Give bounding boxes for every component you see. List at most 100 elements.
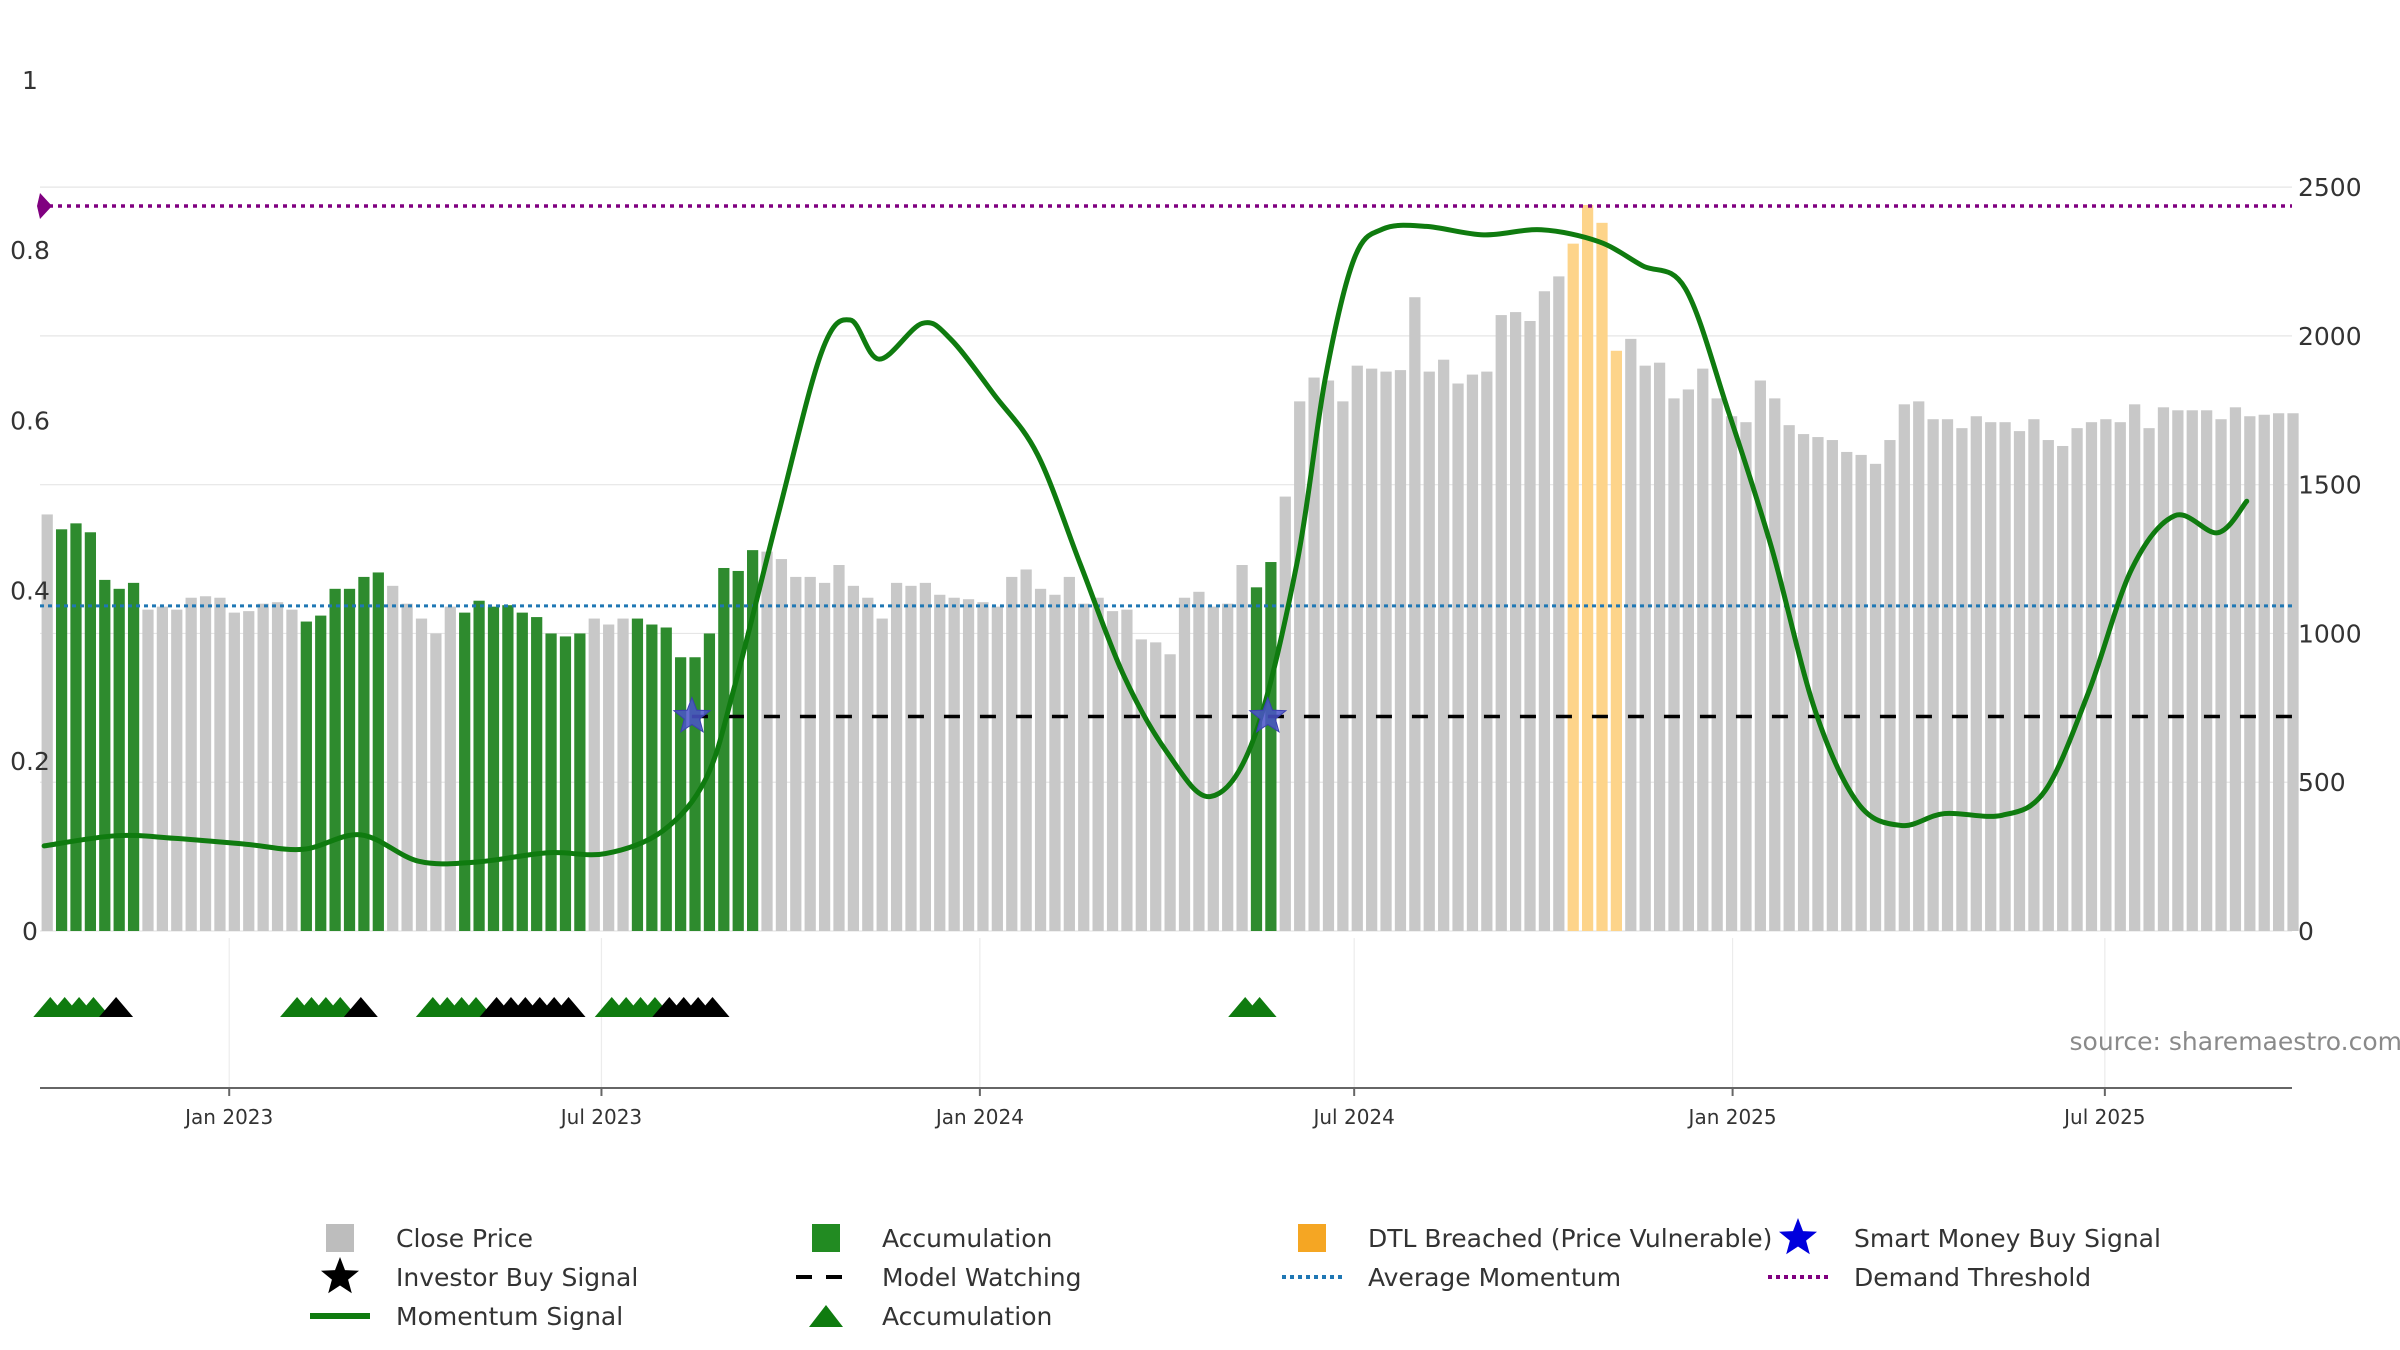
price-bar bbox=[1308, 377, 1320, 931]
price-bar bbox=[1898, 404, 1910, 931]
left-axis-tick-label: 0.4 bbox=[10, 577, 50, 606]
price-bar bbox=[1481, 371, 1493, 931]
legend-label: Investor Buy Signal bbox=[396, 1263, 638, 1292]
price-bar bbox=[1783, 425, 1795, 931]
green-square-icon bbox=[812, 1224, 840, 1252]
accumulation-bar bbox=[747, 550, 759, 931]
price-bar bbox=[962, 599, 975, 931]
price-bar bbox=[430, 633, 442, 931]
dtl-breached-bar bbox=[1581, 204, 1594, 931]
price-bar bbox=[2215, 419, 2227, 931]
accumulation-triangle-icon bbox=[76, 997, 111, 1017]
price-bar bbox=[1956, 428, 1968, 931]
price-bar bbox=[1524, 321, 1536, 932]
accumulation-bar bbox=[516, 612, 528, 931]
accumulation-bar bbox=[1250, 587, 1263, 931]
legend-item: Momentum Signal bbox=[310, 1302, 623, 1331]
accumulation-bar bbox=[531, 617, 543, 931]
price-bar bbox=[2085, 422, 2098, 931]
price-bar bbox=[1999, 422, 2011, 931]
x-axis-tick-label: Jan 2023 bbox=[183, 1105, 273, 1129]
right-axis-tick-label: 1000 bbox=[2298, 619, 2362, 648]
price-bar bbox=[1841, 451, 1853, 931]
price-bar bbox=[1668, 398, 1680, 932]
legend-label: Accumulation bbox=[882, 1224, 1052, 1253]
accumulation-bar bbox=[358, 576, 370, 931]
price-bar bbox=[2114, 422, 2126, 931]
legend-item: Average Momentum bbox=[1282, 1263, 1621, 1292]
price-bar bbox=[156, 606, 168, 931]
accumulation-bar bbox=[487, 606, 500, 931]
legend-label: Demand Threshold bbox=[1854, 1263, 2091, 1292]
price-bar bbox=[1884, 440, 1896, 931]
accumulation-bar bbox=[459, 612, 471, 931]
price-bar bbox=[1366, 368, 1378, 932]
price-bar bbox=[1409, 297, 1421, 932]
accumulation-bar bbox=[473, 600, 485, 931]
price-bar bbox=[2172, 410, 2184, 931]
price-bar bbox=[171, 609, 183, 931]
price-bar bbox=[1711, 398, 1723, 932]
price-bar bbox=[2042, 440, 2054, 931]
price-bar bbox=[1826, 440, 1838, 931]
price-bar bbox=[2229, 407, 2242, 931]
price-bar bbox=[1970, 416, 1982, 931]
accumulation-bar bbox=[718, 567, 730, 931]
price-bar bbox=[401, 603, 413, 931]
accumulation-bar bbox=[660, 627, 672, 931]
price-bar bbox=[934, 594, 946, 931]
accumulation-bar bbox=[113, 588, 125, 931]
price-bar bbox=[1438, 359, 1450, 931]
price-bar bbox=[1466, 374, 1479, 932]
price-bar bbox=[1006, 576, 1018, 931]
price-bar bbox=[444, 606, 456, 931]
price-bar bbox=[1351, 365, 1363, 931]
x-axis-tick-label: Jan 2024 bbox=[934, 1105, 1024, 1129]
price-bar bbox=[588, 618, 600, 931]
legend-label: Average Momentum bbox=[1368, 1263, 1621, 1292]
demand-threshold-marker bbox=[37, 192, 52, 219]
price-bar bbox=[790, 576, 802, 931]
price-bar bbox=[387, 585, 399, 931]
price-bar bbox=[2057, 445, 2069, 931]
right-axis-tick-label: 0 bbox=[2298, 917, 2314, 946]
price-bar bbox=[775, 559, 788, 931]
price-bars bbox=[41, 204, 2299, 932]
price-bar bbox=[1193, 591, 1205, 931]
price-bar bbox=[1697, 368, 1709, 932]
price-bar bbox=[271, 602, 284, 931]
accumulation-bar bbox=[675, 657, 687, 931]
price-bar bbox=[890, 582, 903, 931]
price-bar bbox=[862, 597, 874, 931]
price-bar bbox=[1423, 371, 1435, 931]
price-bar bbox=[2157, 407, 2170, 931]
price-bar bbox=[1452, 383, 1464, 931]
smart-money-buy-star-icon bbox=[672, 696, 712, 734]
orange-square-icon bbox=[1298, 1224, 1326, 1252]
price-bar bbox=[1106, 611, 1119, 931]
price-bar bbox=[214, 597, 226, 931]
price-bar bbox=[991, 606, 1003, 931]
price-bar bbox=[2258, 414, 2270, 932]
x-axis-tick-label: Jul 2025 bbox=[2062, 1105, 2145, 1129]
legend-label: DTL Breached (Price Vulnerable) bbox=[1368, 1224, 1772, 1253]
price-bar bbox=[1034, 588, 1047, 931]
accumulation-bar bbox=[343, 588, 356, 931]
blue-star-icon bbox=[1779, 1218, 1817, 1255]
accumulation-bar bbox=[300, 621, 312, 931]
price-bar bbox=[2273, 413, 2285, 931]
accumulation-bar bbox=[646, 624, 658, 931]
x-axis-tick-label: Jan 2025 bbox=[1687, 1105, 1777, 1129]
price-bar bbox=[1869, 463, 1882, 931]
right-axis-tick-label: 2500 bbox=[2298, 173, 2362, 202]
investor-triangle-icon bbox=[99, 997, 134, 1017]
investor-triangle-icon bbox=[343, 997, 378, 1017]
right-axis-tick-label: 500 bbox=[2298, 768, 2346, 797]
accumulation-bar bbox=[55, 529, 68, 931]
left-axis-tick-label: 0 bbox=[22, 917, 38, 946]
price-bar bbox=[286, 609, 298, 931]
price-bar bbox=[257, 603, 269, 931]
price-bar bbox=[1927, 419, 1939, 931]
smart-money-buy-star-icon bbox=[1248, 696, 1288, 734]
